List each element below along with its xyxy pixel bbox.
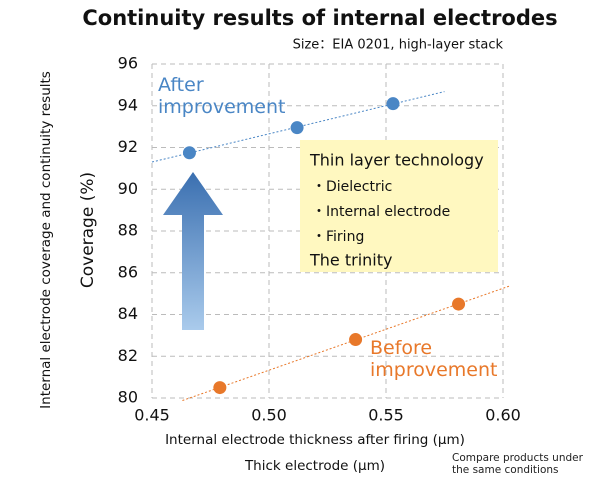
y-tick-label: 88 [118, 221, 138, 240]
annotation-line: The trinity [309, 251, 392, 270]
y-tick-label: 92 [118, 137, 138, 156]
y-tick-label: 82 [118, 346, 138, 365]
annotation-box [300, 140, 498, 272]
annotation-line: ・Firing [312, 229, 364, 245]
series-label: After improvement [158, 74, 286, 118]
note: Compare products under the same conditio… [452, 452, 583, 477]
x-sublabel: Thick electrode (µm) [244, 458, 385, 474]
annotation-line: Thin layer technology [309, 151, 484, 170]
data-point [349, 333, 363, 347]
y-tick-label: 90 [118, 179, 138, 198]
data-point [213, 381, 227, 395]
y-tick-label: 96 [118, 54, 138, 73]
y-tick-label: 84 [118, 304, 138, 323]
chart-title: Continuity results of internal electrode… [82, 6, 557, 30]
data-point [290, 121, 304, 135]
x-tick-label: 0.60 [485, 406, 521, 425]
improvement-arrow [163, 172, 223, 330]
chart-subtitle: Size：EIA 0201, high-layer stack [293, 38, 504, 53]
y-tick-label: 86 [118, 262, 138, 281]
y-tick-label: 94 [118, 95, 138, 114]
annotation-line: ・Dielectric [312, 179, 392, 195]
x-tick-label: 0.45 [134, 406, 170, 425]
x-tick-label: 0.55 [368, 406, 404, 425]
y-outer-label: Internal electrode coverage and continui… [38, 71, 54, 409]
y-tick-label: 80 [118, 388, 138, 407]
y-axis-label: Coverage (%) [78, 172, 98, 288]
data-point [452, 297, 466, 311]
x-tick-label: 0.50 [251, 406, 287, 425]
data-point [386, 97, 400, 111]
series-label: Before improvement [370, 337, 498, 381]
annotation-line: ・Internal electrode [312, 204, 450, 220]
x-axis-label: Internal electrode thickness after firin… [165, 432, 465, 448]
data-point [182, 146, 196, 160]
